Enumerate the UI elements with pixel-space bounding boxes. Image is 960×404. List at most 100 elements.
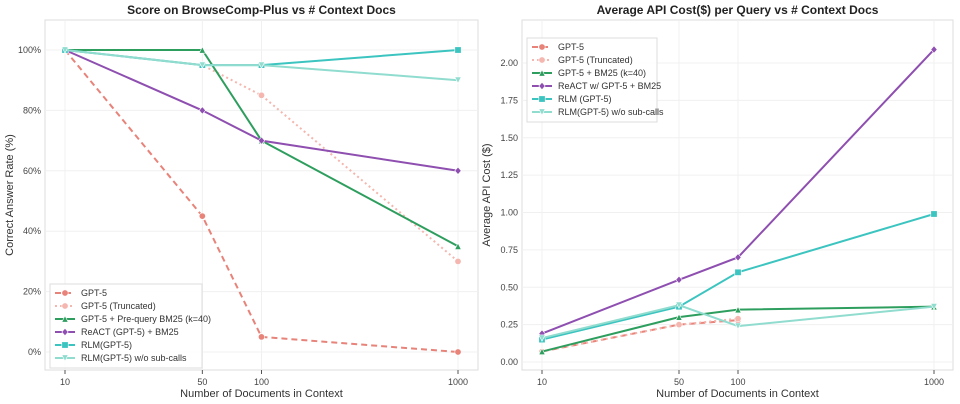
data-point (198, 61, 207, 69)
data-point (454, 76, 462, 85)
legend-label: GPT-5 (Truncated) (81, 301, 156, 311)
legend-marker (61, 315, 69, 323)
data-point (675, 301, 683, 310)
series-line (541, 317, 739, 353)
data-point (930, 303, 938, 311)
legend: GPT-5 GPT-5 (Truncated) GPT-5 + Pre-query … (49, 283, 211, 369)
legend-item: RLM (GPT-5) (532, 94, 612, 104)
y-tick-label: 0% (28, 347, 41, 357)
data-point (675, 313, 683, 321)
data-point (454, 348, 462, 356)
legend-item: GPT-5 + Pre-query BM25 (k=40) (55, 314, 211, 324)
legend-marker (61, 341, 69, 349)
x-tick-label: 1000 (448, 377, 468, 387)
data-point (257, 333, 265, 341)
data-point (198, 46, 207, 54)
y-tick-label: 40% (23, 226, 41, 236)
legend-item: GPT-5 (55, 288, 107, 298)
series-line (64, 49, 459, 263)
legend-item: RLM(GPT-5) w/o sub-calls (532, 107, 664, 117)
chart-title: Score on BrowseComp-Plus vs # Context Do… (127, 3, 396, 17)
chart-panel-2: Average API Cost($) per Query vs # Conte… (481, 3, 954, 400)
data-point (198, 212, 206, 220)
legend-item: GPT-5 (532, 42, 584, 52)
data-point (257, 61, 266, 69)
data-point (61, 46, 69, 54)
data-point (734, 315, 742, 323)
y-tick-label: 1.25 (500, 170, 518, 180)
series-line (64, 49, 459, 353)
data-point (734, 305, 742, 314)
data-point (454, 242, 462, 250)
x-tick-label: 50 (674, 377, 684, 387)
y-tick-label: 1.50 (500, 133, 518, 143)
series-line (541, 213, 935, 341)
series-line (541, 304, 935, 340)
y-tick-label: 1.75 (500, 95, 518, 105)
data-point (930, 45, 938, 54)
data-point (734, 322, 742, 330)
x-tick-label: 10 (60, 377, 70, 387)
legend-label: RLM(GPT-5) (81, 340, 132, 350)
series-line (65, 49, 459, 248)
legend-label: RLM(GPT-5) w/o sub-calls (81, 353, 187, 363)
y-tick-label: 20% (23, 287, 41, 297)
chart-title: Average API Cost($) per Query vs # Conte… (597, 3, 879, 17)
data-point (257, 136, 266, 145)
chart-panel-1: Score on BrowseComp-Plus vs # Context Do… (4, 3, 479, 400)
legend: GPT-5 GPT-5 (Truncated) GPT-5 + BM25 (k=40… (526, 37, 664, 123)
data-point (734, 253, 742, 262)
data-point (198, 106, 206, 115)
data-point (538, 334, 546, 342)
x-tick-label: 100 (730, 377, 745, 387)
y-axis-label: Correct Answer Rate (%) (4, 134, 16, 256)
data-point (454, 46, 462, 54)
legend-marker (61, 354, 69, 362)
data-point (257, 91, 265, 99)
x-axis-label: Number of Documents in Context (656, 388, 819, 400)
legend-label: GPT-5 + BM25 (k=40) (558, 68, 646, 78)
y-tick-label: 0.75 (500, 245, 518, 255)
legend-label: ReACT w/ GPT-5 + BM25 (558, 81, 661, 91)
series-line (64, 49, 459, 172)
y-tick-label: 0.50 (500, 282, 518, 292)
series-line (541, 305, 935, 353)
legend-marker (61, 289, 69, 297)
legend-label: RLM (GPT-5) (558, 94, 612, 104)
x-tick-label: 100 (254, 377, 269, 387)
series-rlm-gpt-5-w-o-sub-calls (538, 301, 938, 342)
legend-marker (538, 81, 546, 91)
series-rlm-gpt-5-w-o-sub-calls (61, 46, 462, 85)
legend-marker (538, 95, 546, 103)
series-react-gpt-5-bm25 (61, 45, 462, 175)
legend-item: RLM(GPT-5) (55, 340, 132, 350)
legend-marker (538, 108, 546, 116)
legend-item: ReACT (GPT-5) + BM25 (55, 327, 179, 337)
legend-marker (61, 327, 69, 337)
data-point (454, 257, 462, 265)
legend-marker (538, 56, 546, 64)
data-point (538, 347, 546, 356)
y-tick-label: 2.00 (500, 58, 518, 68)
legend-item: RLM(GPT-5) w/o sub-calls (55, 353, 187, 363)
y-tick-label: 80% (23, 105, 41, 115)
legend-marker (538, 69, 546, 77)
x-tick-label: 1000 (924, 377, 944, 387)
y-tick-label: 0.25 (500, 320, 518, 330)
legend-label: RLM(GPT-5) w/o sub-calls (558, 107, 664, 117)
data-point (454, 166, 462, 175)
data-point (675, 321, 683, 329)
x-tick-label: 10 (537, 377, 547, 387)
legend-marker (538, 43, 546, 51)
x-tick-label: 50 (197, 377, 207, 387)
legend-label: GPT-5 + Pre-query BM25 (k=40) (81, 314, 211, 324)
data-point (734, 268, 742, 276)
y-tick-label: 100% (18, 45, 41, 55)
y-axis-label: Average API Cost ($) (481, 143, 493, 246)
legend-label: ReACT (GPT-5) + BM25 (81, 327, 179, 337)
legend-item: ReACT w/ GPT-5 + BM25 (532, 81, 661, 91)
legend-marker (61, 302, 69, 310)
series-line (541, 48, 935, 335)
y-tick-label: 60% (23, 166, 41, 176)
legend-item: GPT-5 (Truncated) (55, 301, 156, 311)
